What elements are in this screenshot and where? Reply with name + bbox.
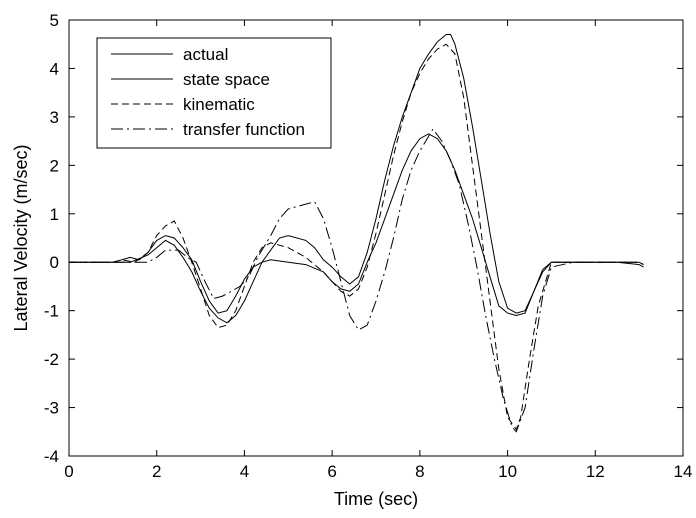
- y-tick-label: -4: [44, 447, 59, 466]
- legend-box: [96, 37, 332, 149]
- legend-label: state space: [183, 70, 270, 89]
- x-tick-label: 6: [327, 462, 336, 481]
- legend: actual state space kinematic transfer funct…: [96, 37, 332, 149]
- x-tick-label: 14: [674, 462, 693, 481]
- legend-label: kinematic: [183, 95, 255, 114]
- y-tick-label: 3: [50, 108, 59, 127]
- y-axis-title: Lateral Velocity (m/sec): [11, 144, 31, 331]
- x-tick-label: 0: [64, 462, 73, 481]
- x-tick-label: 2: [152, 462, 161, 481]
- y-tick-label: -2: [44, 350, 59, 369]
- y-tick-label: -1: [44, 302, 59, 321]
- legend-label: transfer function: [183, 120, 305, 139]
- y-tick-label: 2: [50, 156, 59, 175]
- series-line-kinematic: [69, 43, 644, 431]
- y-tick-label: 4: [50, 59, 59, 78]
- x-tick-label: 10: [498, 462, 517, 481]
- x-tick-label: 8: [415, 462, 424, 481]
- y-tick-label: 1: [50, 205, 59, 224]
- series-layer: [69, 34, 644, 433]
- series-line-actual: [69, 133, 644, 317]
- y-tick-label: 5: [50, 11, 59, 30]
- legend-label: actual: [183, 45, 228, 64]
- series-line-state-space: [69, 34, 644, 324]
- series-line-transfer-function: [69, 128, 644, 433]
- y-tick-label: 0: [50, 253, 59, 272]
- x-tick-label: 4: [240, 462, 249, 481]
- y-tick-label: -3: [44, 399, 59, 418]
- x-tick-label: 12: [586, 462, 605, 481]
- x-axis-title: Time (sec): [334, 489, 418, 509]
